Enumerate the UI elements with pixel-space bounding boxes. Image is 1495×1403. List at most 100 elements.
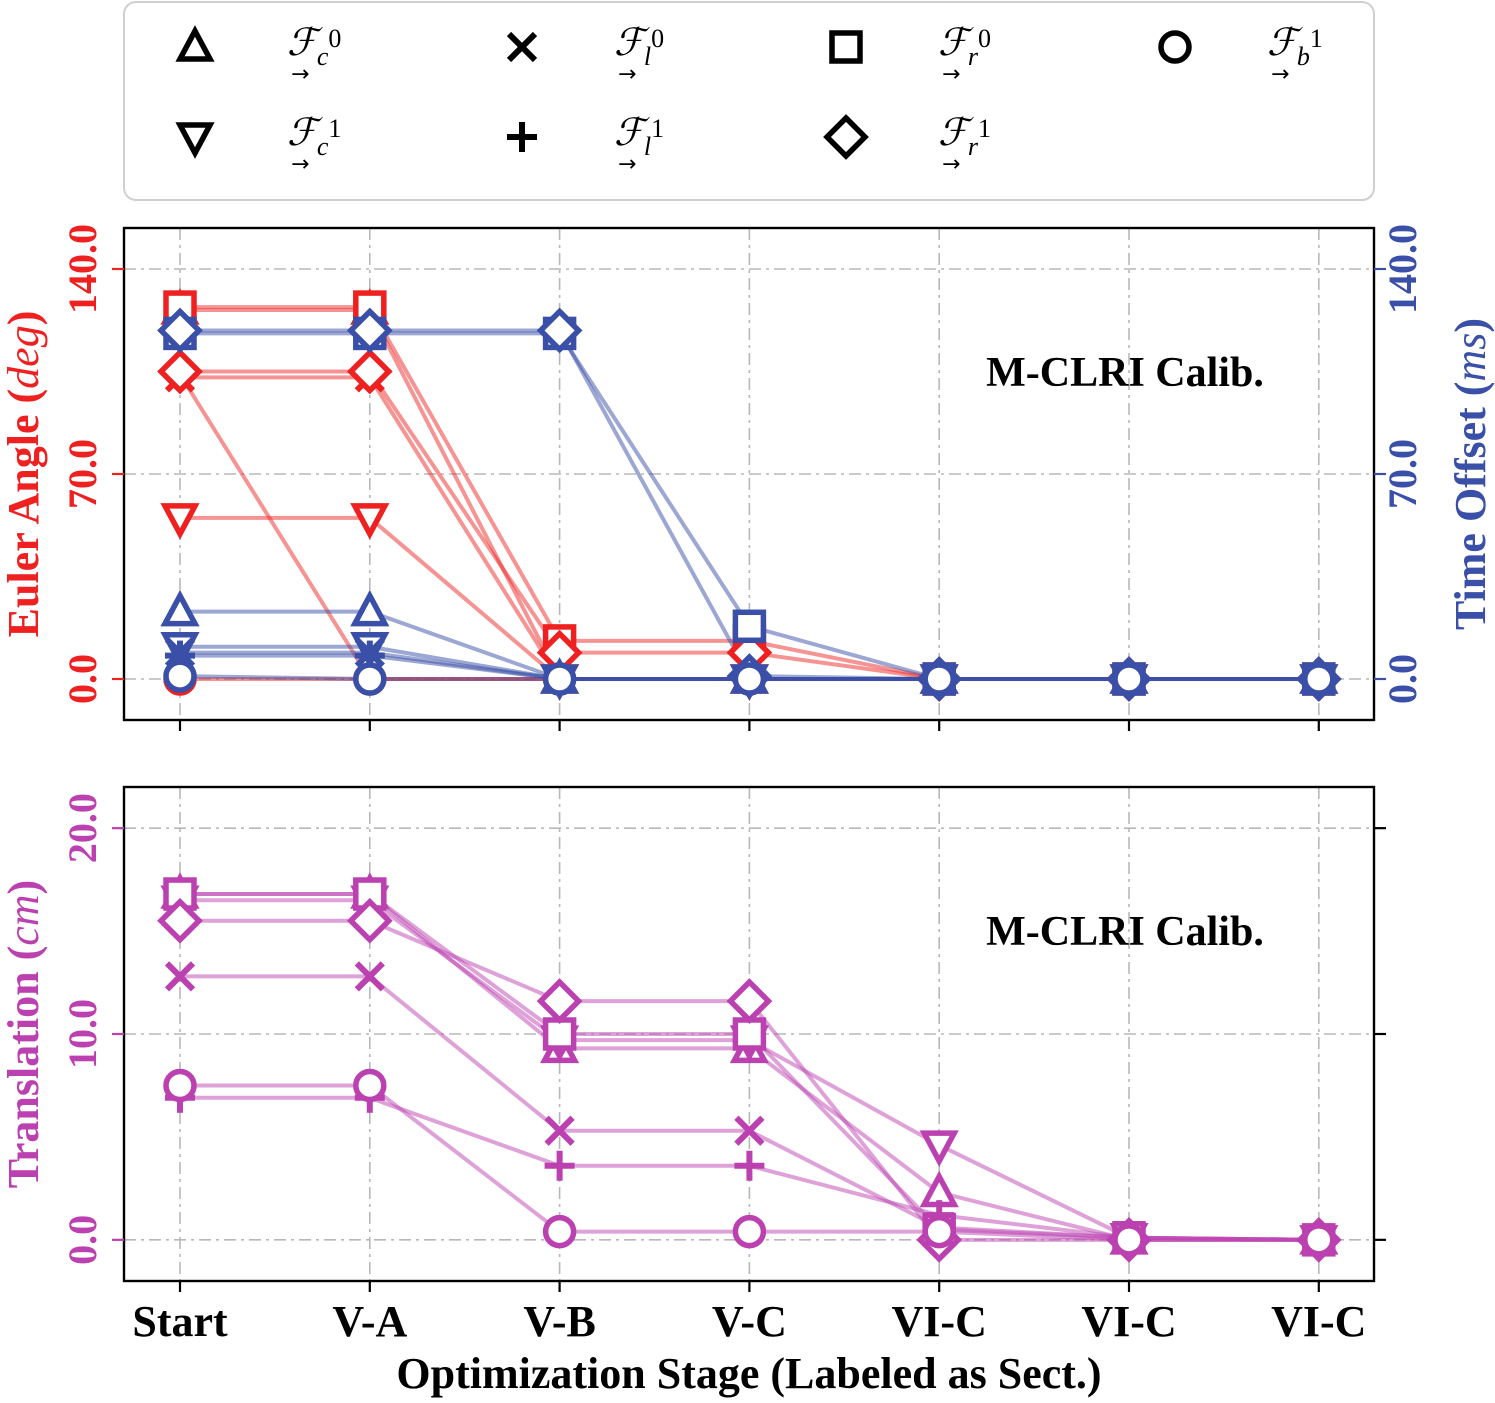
point-diamond <box>157 307 203 354</box>
time-axis-title-close: ) <box>1446 318 1495 333</box>
y-tick-label: 20.0 <box>60 793 105 863</box>
point-diamond <box>157 348 203 395</box>
legend-arrow: → <box>1271 62 1289 87</box>
euler-axis-title: Euler Angle (deg) <box>0 311 48 638</box>
legend-label-sup: 0 <box>651 24 664 53</box>
legend-marker-circle <box>1158 30 1192 64</box>
panel-bottom: 0.0 10.0 20.0 M-CLRI Calib. Translation (c… <box>0 785 1386 1292</box>
legend-marker-plus <box>507 122 537 152</box>
x-tick-label: V-C <box>712 1297 787 1346</box>
point-diamond <box>346 307 393 354</box>
point-circle <box>163 1068 197 1103</box>
point-circle <box>922 662 956 696</box>
point-triangle-up <box>160 589 200 627</box>
legend-label-sub: l <box>644 132 651 161</box>
point-triangle-down <box>160 503 200 540</box>
legend-marker-triangle-up <box>175 25 215 62</box>
point-x <box>354 961 385 992</box>
euler-axis-title-unit: deg <box>0 325 48 389</box>
legend-label-sub: r <box>968 42 979 71</box>
legend-marker-diamond <box>823 114 869 160</box>
point-triangle-down <box>350 503 390 540</box>
legend-label-sup: 0 <box>978 24 991 53</box>
legend-arrow: → <box>618 152 636 177</box>
point-circle <box>1112 662 1146 696</box>
series-markers <box>157 872 1342 1263</box>
point-circle <box>1302 1223 1336 1257</box>
legend: ℱc0→ℱl0→ℱr0→ℱb1→ℱc1→ℱl1→ℱr1→ <box>123 1 1375 201</box>
x-tick-label: VI-C <box>1081 1297 1176 1346</box>
point-circle <box>922 1214 956 1249</box>
legend-label-sub: l <box>644 42 651 71</box>
point-triangle-up <box>350 589 390 627</box>
translation-axis-title: Translation (cm) <box>0 880 48 1188</box>
x-tick-labels: Start V-A V-B V-C VI-C VI-C VI-C <box>132 1297 1366 1346</box>
point-diamond <box>536 978 583 1024</box>
point-circle <box>732 662 767 696</box>
legend-label-sup: 0 <box>328 24 341 53</box>
euler-axis-title-close: ) <box>0 311 48 326</box>
x-tick-label: VI-C <box>892 1297 987 1346</box>
point-diamond <box>346 897 393 944</box>
y-tick-label: 0.0 <box>60 1215 105 1265</box>
legend-label-sup: 1 <box>1310 24 1323 53</box>
legend-entry-plus: ℱl1→ <box>507 112 664 177</box>
point-diamond <box>536 307 583 354</box>
x-tick-label: V-A <box>332 1297 407 1346</box>
point-triangle-down <box>919 1130 959 1167</box>
x-axis-title: Optimization Stage (Labeled as Sect.) <box>396 1349 1101 1398</box>
legend-label-sub: b <box>1297 42 1310 71</box>
time-axis-title-unit: ms <box>1446 333 1495 382</box>
x-tick-label: Start <box>132 1297 228 1346</box>
time-axis-title: Time Offset (ms) <box>1446 318 1495 630</box>
y-tick-label: 140.0 <box>60 224 105 314</box>
legend-box <box>123 1 1375 201</box>
point-square <box>732 1017 767 1051</box>
legend-arrow: → <box>291 62 309 87</box>
x-tick-label: VI-C <box>1271 1297 1366 1346</box>
legend-marker-triangle-down <box>175 122 215 159</box>
x-tick-label: V-B <box>523 1297 596 1346</box>
point-x <box>734 1115 765 1146</box>
legend-label: ℱl0 <box>614 22 664 71</box>
y-tick-label: 0.0 <box>60 654 105 704</box>
legend-arrow: → <box>618 62 636 87</box>
point-diamond <box>346 348 393 395</box>
legend-label-sup: 1 <box>651 114 664 143</box>
point-circle <box>732 1214 767 1249</box>
panel-top: 0.0 0.0 70.0 70.0 140.0 140.0 M-CLRI Calib. E… <box>0 224 1495 731</box>
legend-arrow: → <box>942 152 960 177</box>
legend-label-sup: 1 <box>978 114 991 143</box>
point-circle <box>163 659 197 693</box>
legend-entry-square: ℱr0→ <box>829 22 991 87</box>
legend-label-sub: r <box>968 132 979 161</box>
point-diamond <box>157 897 203 944</box>
translation-axis-title-main: Translation ( <box>0 946 48 1188</box>
legend-entry-diamond: ℱr1→ <box>823 112 991 177</box>
panel-bottom-annotation: M-CLRI Calib. <box>986 909 1264 955</box>
time-axis-title-main: Time Offset ( <box>1446 382 1495 630</box>
legend-marker-x <box>506 31 538 63</box>
point-square <box>542 1017 577 1051</box>
point-circle <box>1112 1223 1146 1257</box>
point-diamond <box>726 978 773 1024</box>
legend-label: ℱr0 <box>938 22 991 71</box>
point-square <box>732 609 767 644</box>
point-circle <box>542 1214 577 1249</box>
legend-label: ℱr1 <box>938 112 991 161</box>
point-x <box>164 961 196 992</box>
legend-label: ℱl1 <box>614 112 664 161</box>
point-circle <box>353 1068 387 1103</box>
point-plus <box>734 1150 765 1181</box>
point-x <box>544 1115 575 1146</box>
y2-tick-label: 70.0 <box>1380 439 1425 509</box>
y-tick-label: 70.0 <box>60 439 105 509</box>
translation-axis-title-unit: cm <box>0 894 48 945</box>
point-circle <box>353 662 387 696</box>
y-tick-label: 10.0 <box>60 999 105 1069</box>
legend-entry-triangle-up: ℱc0→ <box>175 22 341 87</box>
translation-axis-title-close: ) <box>0 880 48 895</box>
point-circle <box>1302 662 1336 696</box>
y2-tick-label: 140.0 <box>1380 224 1425 314</box>
